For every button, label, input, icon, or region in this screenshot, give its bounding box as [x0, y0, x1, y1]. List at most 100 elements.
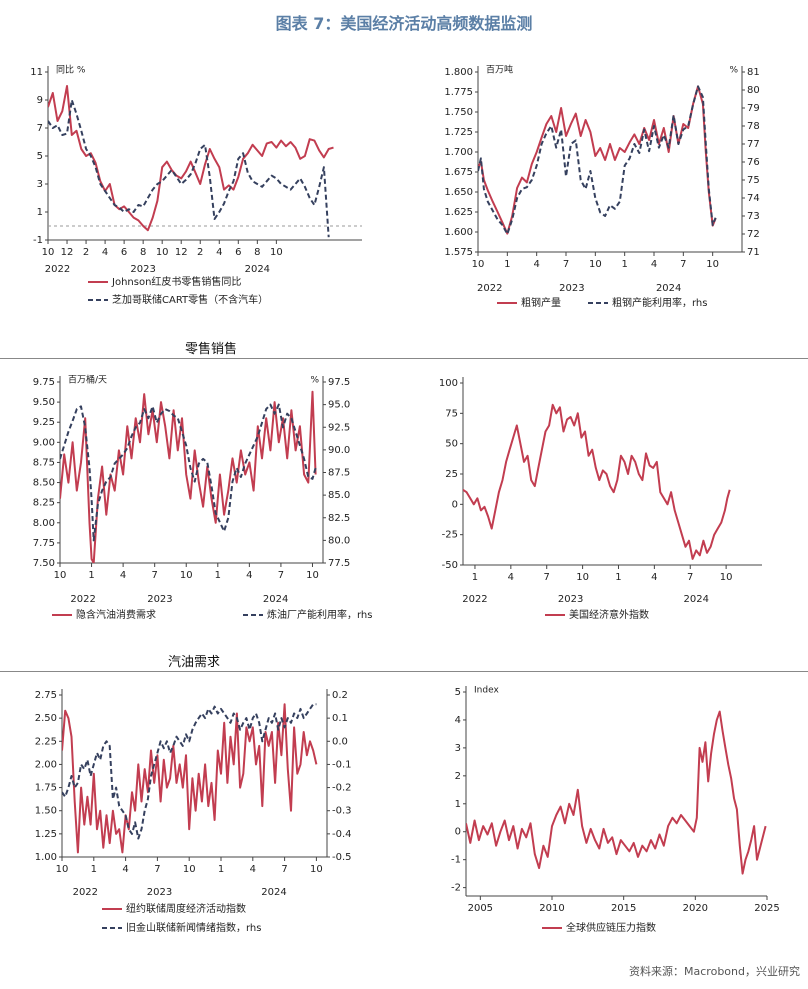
- c5-xtick-label: 10: [56, 864, 69, 875]
- c2-ytick-right-label: 77: [747, 139, 760, 150]
- c5-ytick-right-label: 0.1: [332, 713, 348, 724]
- c3-ytick-left-label: 8.00: [33, 518, 55, 529]
- c5-ytick-left-label: 2.00: [35, 759, 57, 770]
- c2-ytick-right-label: 78: [747, 121, 760, 132]
- c1-ytick-left-label: 9: [37, 95, 43, 106]
- c3-unit-right: %: [310, 376, 319, 386]
- c6-xtick-label: 2005: [468, 903, 493, 914]
- c5-xtick-label: 7: [281, 864, 287, 875]
- c3-xtick-label: 10: [54, 570, 67, 581]
- c2-xtick-label: 1: [504, 259, 510, 270]
- c3-ytick-right-label: 95.0: [328, 400, 350, 411]
- c3-series-1-line: [60, 403, 317, 542]
- c2-ytick-right-label: 71: [747, 247, 760, 258]
- c2-xtick-label: 7: [563, 259, 569, 270]
- c6-ytick-left-label: 2: [455, 771, 461, 782]
- c3-ytick-left-label: 9.00: [33, 437, 55, 448]
- c2-ytick-right-label: 76: [747, 157, 760, 168]
- c5-xtick-label: 4: [250, 864, 256, 875]
- c6-legend-label-0: 全球供应链压力指数: [566, 921, 656, 934]
- c6-ytick-left-label: 0: [455, 827, 461, 838]
- c3-xtick-label: 4: [246, 570, 252, 581]
- section-title-retail: 零售销售: [185, 342, 238, 357]
- c4-ytick-left-label: 0: [452, 499, 458, 510]
- c3-ytick-left-label: 8.75: [33, 457, 55, 468]
- c2-year-label: 2022: [477, 283, 502, 294]
- c1-xtick-label: 2: [197, 247, 203, 258]
- c3-xtick-label: 7: [278, 570, 284, 581]
- c2-ytick-right-label: 72: [747, 229, 760, 240]
- c1-ytick-left-label: 7: [37, 123, 43, 134]
- c2-ytick-left-label: 1.600: [444, 227, 473, 238]
- c4-year-label: 2024: [683, 594, 708, 605]
- c3-unit-left: 百万桶/天: [68, 374, 107, 386]
- c5-ytick-right-label: -0.3: [332, 806, 352, 817]
- c6-ytick-left-label: 4: [455, 715, 461, 726]
- c4-ytick-left-label: 75: [445, 408, 458, 419]
- c2-ytick-right-label: 81: [747, 67, 760, 78]
- c1-xtick-label: 8: [254, 247, 260, 258]
- c1-year-label: 2023: [130, 264, 155, 275]
- c4-ytick-left-label: 25: [445, 469, 458, 480]
- c3-xtick-label: 7: [151, 570, 157, 581]
- c1-ytick-left-label: -1: [33, 235, 43, 246]
- c5-ytick-right-label: 0.0: [332, 736, 348, 747]
- c3-legend-label-1: 炼油厂产能利用率，rhs: [267, 608, 372, 621]
- c1-ytick-left-label: 1: [37, 207, 43, 218]
- c2-ytick-left-label: 1.725: [444, 127, 473, 138]
- c1-xtick-label: 10: [270, 247, 283, 258]
- c4-legend-label-0: 美国经济意外指数: [569, 608, 649, 621]
- c1-legend-label-1: 芝加哥联储CART零售（不含汽车）: [112, 293, 268, 306]
- c5-ytick-left-label: 1.25: [35, 829, 57, 840]
- c3-ytick-left-label: 7.75: [33, 538, 55, 549]
- page-title: 图表 7：美国经济活动高频数据监测: [275, 14, 533, 33]
- c1-xtick-label: 8: [140, 247, 146, 258]
- c5-xtick-label: 10: [310, 864, 323, 875]
- c5-ytick-right-label: -0.2: [332, 783, 352, 794]
- c2-unit-left: 百万吨: [486, 64, 513, 76]
- c5-ytick-right-label: -0.1: [332, 759, 352, 770]
- c4-ytick-left-label: 50: [445, 439, 458, 450]
- c6-series-0-line: [466, 710, 767, 875]
- c1-xtick-label: 10: [42, 247, 55, 258]
- c1-xtick-label: 10: [156, 247, 169, 258]
- c5-ytick-left-label: 2.75: [35, 690, 57, 701]
- c4-ytick-left-label: 100: [439, 378, 458, 389]
- c2-xtick-label: 7: [680, 259, 686, 270]
- c2-ytick-left-label: 1.700: [444, 147, 473, 158]
- c5-legend-label-1: 旧金山联储新闻情绪指数，rhs: [126, 921, 261, 934]
- c6-unit-left: Index: [474, 686, 499, 696]
- c5-series-1-line: [62, 703, 317, 840]
- c6-ytick-left-label: 3: [455, 743, 461, 754]
- c3-ytick-right-label: 97.5: [328, 377, 350, 388]
- c5-xtick-label: 7: [154, 864, 160, 875]
- c5-year-label: 2023: [147, 887, 172, 898]
- c5-ytick-right-label: 0.2: [332, 690, 348, 701]
- c4-ytick-left-label: -50: [442, 560, 458, 571]
- c5-legend-label-0: 纽约联储周度经济活动指数: [126, 902, 246, 915]
- c1-year-label: 2024: [245, 264, 270, 275]
- c3-ytick-left-label: 9.25: [33, 417, 55, 428]
- c5-ytick-left-label: 2.25: [35, 736, 57, 747]
- section-title-gasoline: 汽油需求: [168, 655, 221, 670]
- c3-ytick-right-label: 80.0: [328, 535, 350, 546]
- c1-legend-label-0: Johnson红皮书零售销售同比: [111, 275, 241, 288]
- c3-ytick-right-label: 82.5: [328, 513, 350, 524]
- c2-ytick-left-label: 1.650: [444, 187, 473, 198]
- c3-legend-label-0: 隐含汽油消费需求: [76, 608, 156, 621]
- c1-year-label: 2022: [45, 264, 70, 275]
- c4-xtick-label: 7: [687, 572, 693, 583]
- c4-year-label: 2023: [558, 594, 583, 605]
- c5-xtick-label: 1: [218, 864, 224, 875]
- c2-ytick-right-label: 80: [747, 85, 760, 96]
- c5-ytick-right-label: -0.5: [332, 852, 352, 863]
- c2-year-label: 2023: [559, 283, 584, 294]
- c1-xtick-label: 12: [61, 247, 74, 258]
- c2-legend-label-1: 粗钢产能利用率，rhs: [612, 296, 707, 309]
- c4-xtick-label: 4: [651, 572, 657, 583]
- c2-ytick-left-label: 1.575: [444, 247, 473, 258]
- c2-ytick-left-label: 1.625: [444, 207, 473, 218]
- c3-ytick-right-label: 90.0: [328, 445, 350, 456]
- c3-year-label: 2022: [70, 594, 95, 605]
